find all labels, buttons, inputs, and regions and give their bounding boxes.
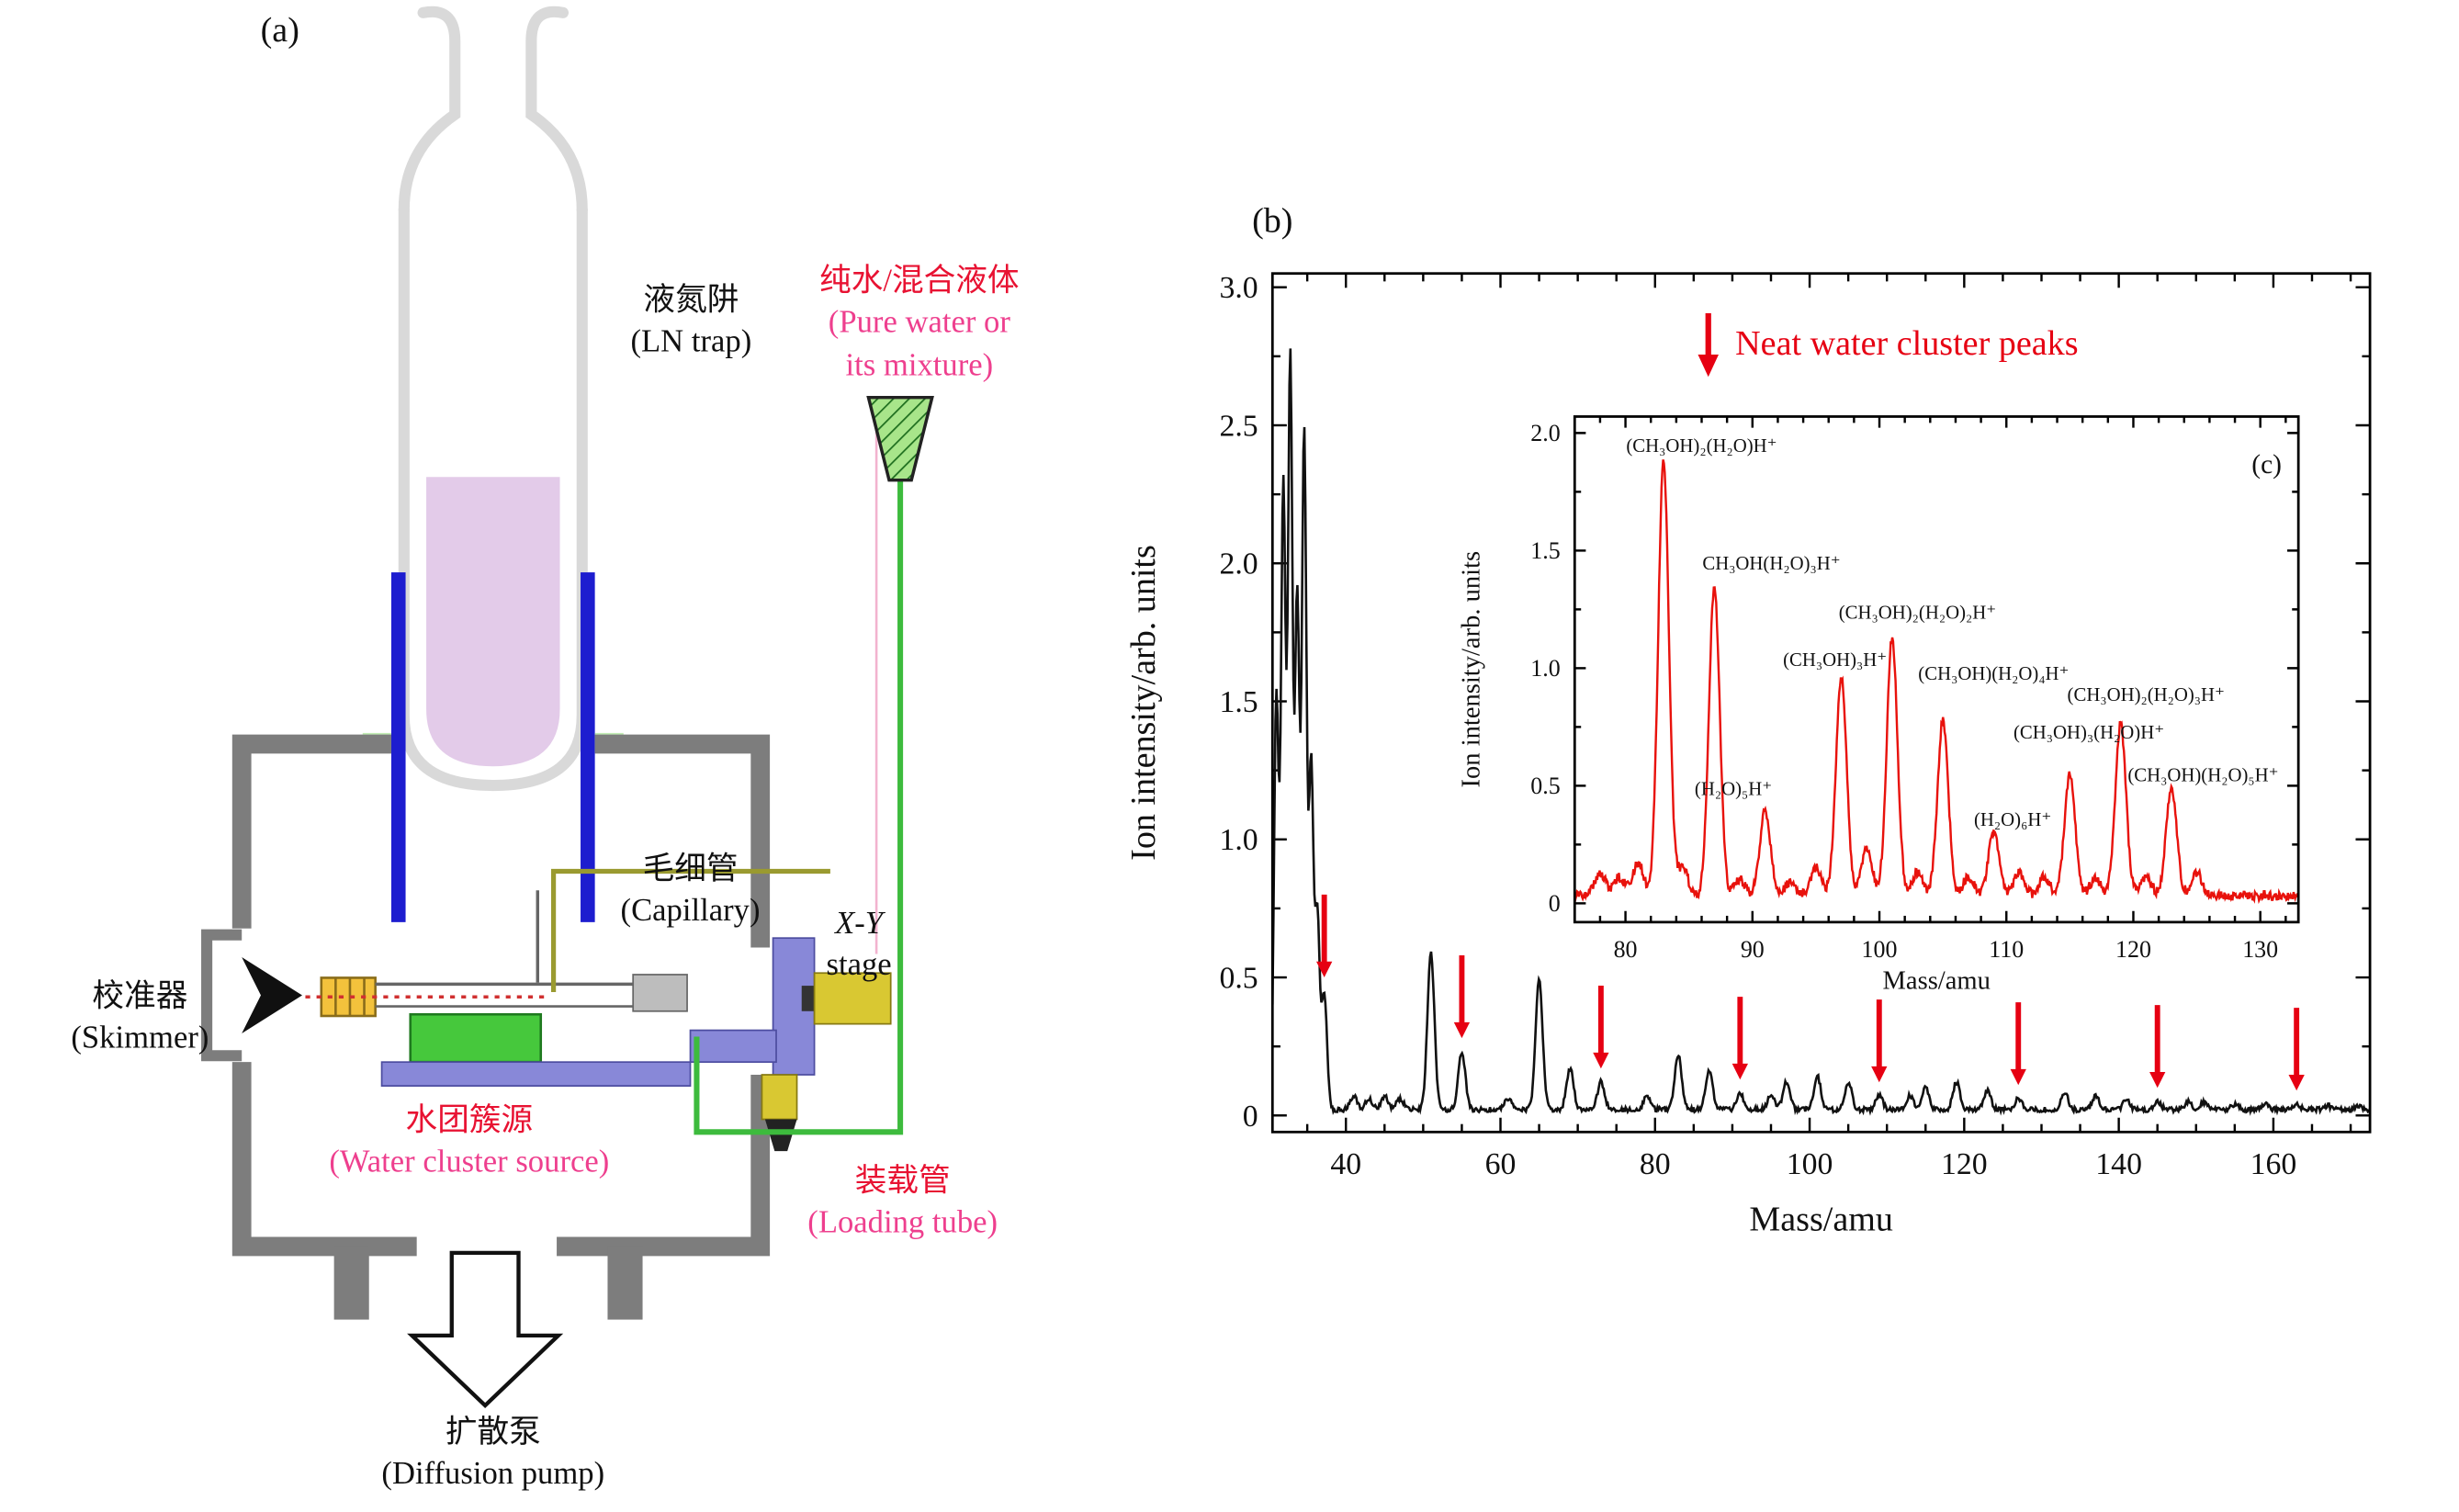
inset-mass-spectrum-chart: 80 90 100 110 120 130 0 0.5 1.0 1.5 2.0 (CH₃OH)₂(H₂… bbox=[1457, 415, 2300, 996]
capillary-tube-line bbox=[550, 868, 830, 993]
cluster-peak-arrowhead bbox=[1453, 1021, 1471, 1039]
rod-coupler bbox=[632, 974, 688, 1012]
svg-text:160: 160 bbox=[2250, 1147, 2297, 1181]
svg-text:140: 140 bbox=[2095, 1147, 2142, 1181]
peak-formula-label: (CH₃OH)₂(H₂O)H⁺ bbox=[1626, 435, 1777, 457]
liquid-nitrogen-fill bbox=[426, 477, 560, 767]
svg-text:2.0: 2.0 bbox=[1219, 547, 1258, 581]
xy-stage-actuators bbox=[761, 972, 892, 1152]
svg-text:100: 100 bbox=[1862, 936, 1898, 963]
main-spectrum-trace bbox=[1272, 348, 2371, 1116]
x-axis-title: Mass/amu bbox=[1749, 1201, 1893, 1239]
xy-stage-label: X-Y stage bbox=[792, 903, 925, 987]
inset-spectrum-trace bbox=[1574, 459, 2299, 905]
svg-text:2.0: 2.0 bbox=[1530, 420, 1560, 446]
peak-formula-label: (CH₃OH)(H₂O)₅H⁺ bbox=[2127, 764, 2278, 785]
neat-water-legend: Neat water cluster peaks bbox=[1696, 309, 2079, 378]
capillary-label-zh: 毛细管 bbox=[642, 852, 739, 887]
peak-formula-label: (CH₃OH)₃(H₂O)H⁺ bbox=[2013, 722, 2164, 743]
panel-a-tag: (a) bbox=[260, 9, 299, 50]
cluster-peak-arrowhead bbox=[2010, 1068, 2026, 1086]
glass-dewar-outline bbox=[398, 6, 588, 792]
cluster-peak-arrowhead bbox=[1871, 1066, 1888, 1083]
peak-formula-label: (H₂O)₆H⁺ bbox=[1974, 809, 2051, 830]
skimmer-label-en: (Skimmer) bbox=[71, 1021, 209, 1056]
y-axis-title: Ion intensity/arb. units bbox=[1457, 551, 1485, 788]
pure-water-label: 纯水/混合液体 (Pure water or its mixture) bbox=[761, 261, 1078, 387]
svg-text:130: 130 bbox=[2242, 936, 2278, 963]
panel-c-tag: (c) bbox=[2251, 450, 2282, 480]
chamber-feet bbox=[333, 1246, 643, 1320]
loading-tube-label: 装载管 (Loading tube) bbox=[732, 1160, 1074, 1244]
svg-text:40: 40 bbox=[1330, 1147, 1361, 1181]
sample-funnel bbox=[866, 395, 934, 482]
skimmer-label-zh: 校准器 bbox=[92, 979, 188, 1015]
peak-formula-label: (CH₃OH)₂(H₂O)₂H⁺ bbox=[1839, 603, 1996, 624]
loading-tube-label-zh: 装载管 bbox=[854, 1163, 951, 1200]
water-source-label: 水团簇源 (Water cluster source) bbox=[264, 1100, 674, 1184]
neat-water-legend-text: Neat water cluster peaks bbox=[1735, 322, 2079, 363]
skimmer-port bbox=[201, 929, 243, 1062]
svg-text:1.5: 1.5 bbox=[1219, 685, 1258, 719]
pure-water-label-zh: 纯水/混合液体 bbox=[819, 264, 1020, 299]
ln-trap-label-zh: 液氮阱 bbox=[643, 283, 739, 319]
svg-text:0.5: 0.5 bbox=[1530, 773, 1560, 799]
svg-text:90: 90 bbox=[1741, 936, 1765, 963]
diffusion-pump-label-en: (Diffusion pump) bbox=[381, 1457, 605, 1493]
peak-formula-label: (CH₃OH)₂(H₂O)₃H⁺ bbox=[2068, 684, 2225, 705]
svg-text:0: 0 bbox=[1243, 1100, 1258, 1134]
xy-stage-label-line1: X-Y bbox=[835, 906, 884, 942]
svg-text:110: 110 bbox=[1989, 936, 2024, 963]
cluster-peak-arrowhead bbox=[2149, 1071, 2166, 1089]
panel-b-tag: (b) bbox=[1252, 200, 1293, 241]
skimmer-label: 校准器 (Skimmer) bbox=[22, 976, 257, 1060]
ln-trap-label-en: (LN trap) bbox=[630, 324, 752, 360]
apparatus-diagram bbox=[201, 6, 934, 1409]
peak-formula-label: (CH₃OH)(H₂O)₄H⁺ bbox=[1918, 663, 2069, 684]
svg-text:1.0: 1.0 bbox=[1530, 655, 1560, 682]
xy-stage-label-line2: stage bbox=[826, 948, 892, 984]
svg-text:80: 80 bbox=[1614, 936, 1638, 963]
peak-formula-label: (H₂O)₅H⁺ bbox=[1695, 779, 1772, 800]
svg-text:120: 120 bbox=[1941, 1147, 1988, 1181]
svg-text:2.5: 2.5 bbox=[1219, 409, 1258, 443]
svg-text:0: 0 bbox=[1549, 890, 1561, 917]
diffusion-pump-label: 扩散泵 (Diffusion pump) bbox=[318, 1412, 668, 1495]
water-source-label-zh: 水团簇源 bbox=[405, 1103, 534, 1139]
diffusion-pump-label-zh: 扩散泵 bbox=[445, 1415, 541, 1450]
diffusion-pump-arrow bbox=[407, 1250, 564, 1409]
loading-tube-label-en: (Loading tube) bbox=[807, 1205, 998, 1241]
water-source-label-en: (Water cluster source) bbox=[329, 1145, 610, 1180]
ln-trap-label: 液氮阱 (LN trap) bbox=[560, 280, 823, 364]
cluster-peak-arrowhead bbox=[1731, 1063, 1748, 1080]
svg-text:60: 60 bbox=[1485, 1147, 1517, 1181]
cluster-peak-arrowhead bbox=[2288, 1074, 2305, 1091]
y-axis-title: Ion intensity/arb. units bbox=[1124, 545, 1163, 861]
capillary-label: 毛细管 (Capillary) bbox=[557, 849, 824, 932]
cluster-peak-arrowhead bbox=[1315, 961, 1333, 978]
x-axis-title: Mass/amu bbox=[1883, 967, 1991, 996]
svg-text:80: 80 bbox=[1640, 1147, 1671, 1181]
svg-text:1.0: 1.0 bbox=[1219, 823, 1258, 857]
cluster-peak-arrowhead bbox=[1593, 1052, 1609, 1069]
capillary-label-en: (Capillary) bbox=[620, 894, 761, 930]
xy-stage-frame bbox=[380, 937, 816, 1088]
svg-text:0.5: 0.5 bbox=[1219, 962, 1258, 996]
svg-text:3.0: 3.0 bbox=[1219, 271, 1258, 305]
svg-text:100: 100 bbox=[1787, 1147, 1833, 1181]
loading-tube-line bbox=[694, 480, 904, 1135]
peak-formula-label: (CH₃OH)₃H⁺ bbox=[1783, 649, 1887, 671]
water-cluster-source-block bbox=[409, 1012, 543, 1064]
peak-formula-label: CH₃OH(H₂O)₃H⁺ bbox=[1702, 553, 1840, 574]
skimmer-cone bbox=[242, 956, 303, 1034]
red-down-arrow-icon bbox=[1698, 312, 1719, 378]
pure-water-label-en2: its mixture) bbox=[845, 347, 994, 383]
svg-text:120: 120 bbox=[2115, 936, 2151, 963]
cold-rods bbox=[390, 572, 595, 922]
pure-water-label-en1: (Pure water or bbox=[828, 305, 1010, 342]
vacuum-chamber-walls bbox=[231, 734, 771, 1257]
svg-text:1.5: 1.5 bbox=[1530, 537, 1560, 564]
